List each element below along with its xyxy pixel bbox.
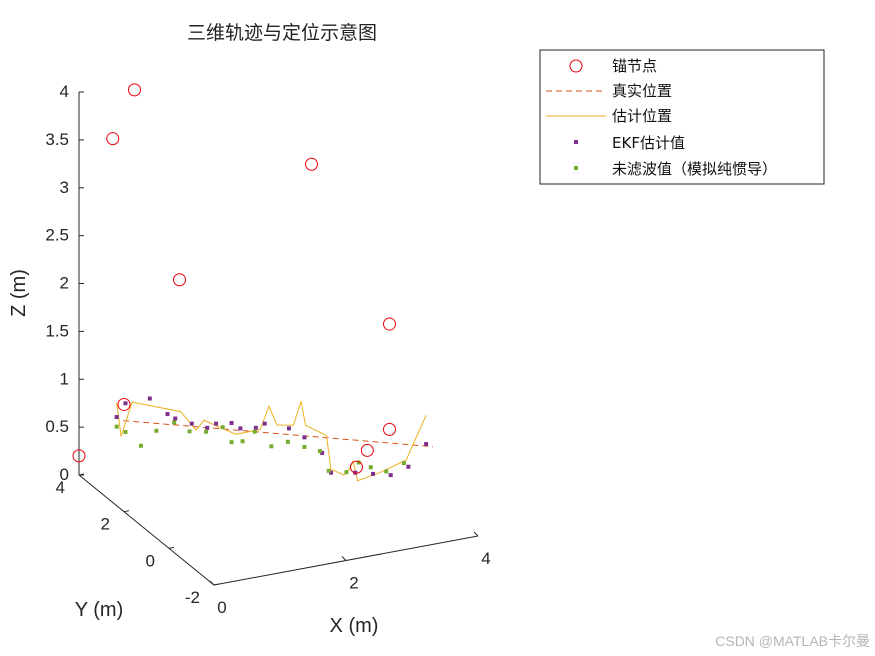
ekf-point [189,421,194,426]
anchor-node-marker [360,443,374,457]
ekf-point [302,435,307,440]
y-axis-line [78,474,215,586]
ekf-point [320,450,325,455]
y-tick-label: 2 [101,515,110,534]
raw-point [344,470,349,475]
legend: 锚节点 真实位置 估计位置 EKF估计值 未滤波值（模拟纯惯导） [539,49,825,185]
raw-point [204,429,209,434]
ekf-point [424,442,429,447]
z-tick-label: 2 [60,274,69,293]
estimated-path-line [116,400,427,482]
z-tick-label: 4 [60,82,69,101]
anchor-node-marker [117,397,131,411]
legend-label-true: 真实位置 [612,82,672,100]
raw-point [154,428,159,433]
raw-point [401,461,406,466]
ekf-point [147,396,152,401]
raw-point [384,469,389,474]
y-axis-label: Y (m) [75,599,124,621]
anchor-node-marker [383,422,396,436]
raw-point [220,425,225,430]
watermark: CSDN @MATLAB卡尔曼 [715,633,870,649]
raw-point [285,439,290,444]
ekf-point [253,425,258,430]
ekf-point [371,471,375,476]
x-tick-label: 0 [217,598,226,617]
raw-point [269,444,274,449]
z-tick-label: 0 [60,465,69,484]
anchor-node-marker [350,460,363,474]
z-tick-label: 1 [60,369,69,388]
ekf-point [173,416,178,421]
ekf-point [205,425,210,430]
z-tick-label: 2.5 [45,226,69,245]
legend-label-anchor: 锚节点 [612,57,657,75]
plot-area [72,83,434,482]
legend-label-ekf: EKF估计值 [612,134,685,152]
x-tick-mark [341,556,347,561]
x-tick-mark [209,580,215,586]
raw-point [229,440,234,445]
legend-raw-marker [574,166,578,170]
raw-point [138,443,143,448]
ekf-point [229,421,234,426]
anchor-node-marker [72,449,86,463]
axes [78,92,479,586]
anchor-node-marker [128,83,141,97]
ekf-point [262,421,267,426]
raw-point [123,430,128,435]
y-tick-mark [213,583,220,586]
z-tick-label: 3.5 [45,130,69,149]
legend-anchor-marker [569,59,583,73]
z-tick-label: 1.5 [45,321,69,340]
y-tick-mark [168,546,175,549]
z-tick-label: 3 [60,178,69,197]
x-axis-label: X (m) [330,615,379,637]
ekf-point [114,415,119,420]
raw-point [252,429,257,434]
true-path-line [123,420,434,448]
anchor-node-marker [173,273,186,287]
legend-label-raw: 未滤波值（模拟纯惯导） [612,160,777,178]
ekf-point [214,421,219,426]
ekf-point [287,426,291,431]
ekf-point [165,412,170,417]
anchor-node-marker [305,157,318,171]
x-tick-mark [473,531,479,537]
legend-ekf-marker [574,140,578,144]
z-axis-label: Z (m) [8,269,30,317]
x-tick-label: 4 [481,549,490,568]
anchor-node-marker [106,132,120,146]
z-tick-label: 0.5 [45,417,69,436]
legend-label-estimated: 估计位置 [612,107,672,125]
y-tick-mark [78,473,85,476]
chart-title: 三维轨迹与定位示意图 [187,22,377,44]
ekf-point [238,426,243,431]
raw-point [326,468,331,473]
raw-point [368,465,373,470]
ekf-point [406,464,411,469]
ekf-point [123,401,128,406]
ekf-point [388,473,393,478]
raw-point [240,439,245,444]
y-tick-label: 0 [146,551,155,570]
anchor-node-marker [383,317,396,331]
legend-box [539,49,825,185]
raw-point [356,460,361,465]
raw-point [187,429,192,434]
raw-point [172,420,177,425]
ekf-point [329,470,333,475]
raw-point [302,444,307,449]
x-tick-label: 2 [349,574,358,593]
y-tick-label: -2 [185,588,200,607]
y-tick-mark [123,510,130,513]
y-tick-label: 4 [56,478,65,497]
raw-point [317,449,322,454]
raw-point [114,424,119,429]
